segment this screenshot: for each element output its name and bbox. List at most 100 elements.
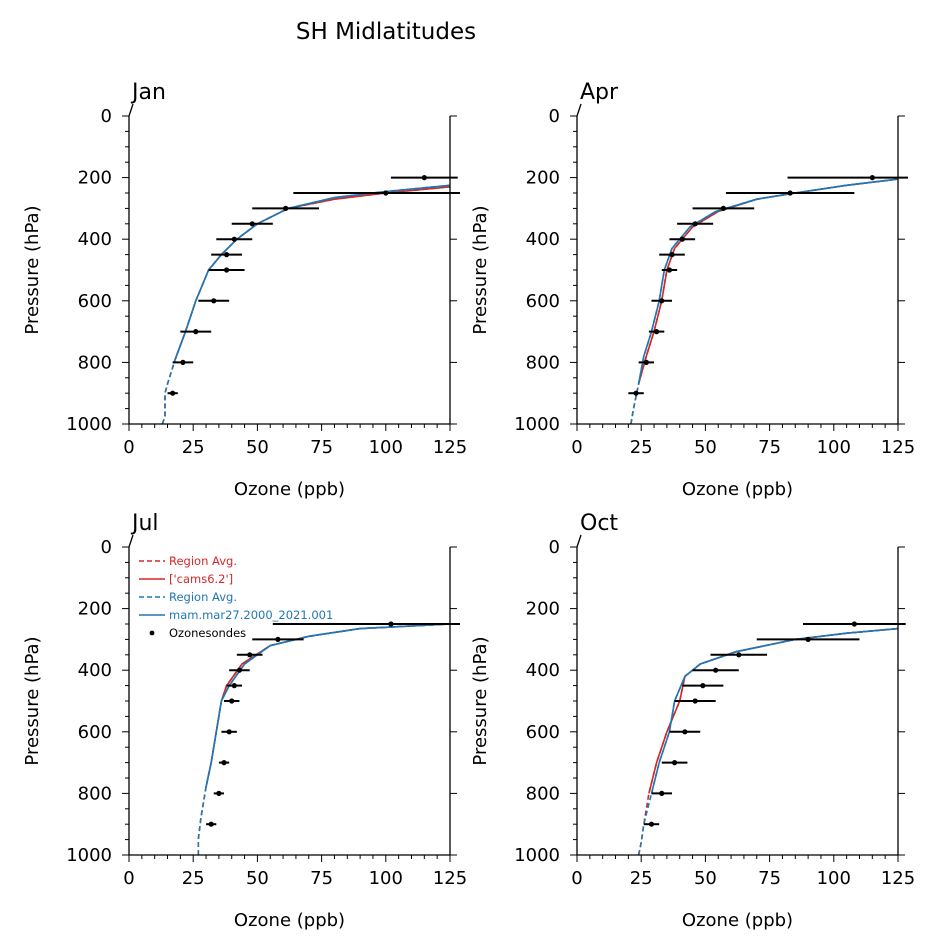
panel-title: Jul [130, 511, 159, 536]
x-tick-label: 75 [310, 868, 333, 889]
y-tick-label: 200 [526, 599, 560, 620]
x-tick-label: 50 [694, 868, 717, 889]
series-line-3 [205, 623, 450, 788]
sonde-point [275, 636, 281, 643]
x-axis-label: Ozone (ppb) [234, 910, 345, 931]
axis-corner [576, 103, 582, 117]
x-tick-label: 50 [246, 868, 269, 889]
sonde-point [713, 667, 719, 673]
y-tick-label: 600 [526, 291, 560, 312]
y-tick-label: 0 [101, 106, 112, 127]
sonde-point [654, 329, 660, 335]
y-tick-label: 1000 [66, 414, 112, 435]
series-line-1 [205, 623, 450, 788]
sonde-point [180, 359, 186, 365]
sonde-point [666, 267, 673, 273]
y-tick-label: 0 [549, 106, 560, 127]
y-tick-label: 0 [549, 537, 560, 558]
series-line-3 [650, 627, 898, 794]
panel-oct: 0 25 50 75 100 125 0 200 400 600 800 1000 Oct Ozone (… [470, 511, 915, 931]
x-tick-label: 25 [182, 437, 205, 458]
series-line-3 [174, 184, 450, 360]
y-tick-label: 200 [78, 599, 112, 620]
x-axis-label: Ozone (ppb) [682, 910, 793, 931]
sonde-point [671, 760, 678, 766]
x-tick-label: 100 [817, 868, 851, 889]
x-tick-label: 50 [246, 437, 269, 458]
sonde-point [669, 252, 675, 258]
y-tick-label: 400 [526, 229, 560, 250]
y-tick-label: 400 [78, 660, 112, 681]
x-tick-label: 125 [433, 868, 467, 889]
sonde-point [787, 190, 793, 196]
sonde-point [700, 683, 706, 689]
series-line-0 [637, 627, 898, 855]
x-tick-label: 25 [630, 868, 653, 889]
sonde-point [692, 698, 698, 704]
series-line-2 [197, 623, 450, 855]
x-tick-label: 0 [123, 437, 134, 458]
y-tick-label: 1000 [514, 414, 560, 435]
legend-label: Ozonesondes [169, 626, 246, 640]
x-tick-label: 50 [694, 437, 717, 458]
x-tick-label: 0 [571, 868, 582, 889]
sonde-point [216, 790, 222, 797]
sonde-point [231, 683, 237, 689]
sonde-point [692, 221, 698, 227]
axis-corner [128, 534, 134, 548]
sonde-point [223, 252, 230, 258]
panel-title: Apr [580, 80, 619, 105]
y-tick-label: 1000 [66, 845, 112, 866]
x-tick-label: 0 [571, 437, 582, 458]
sonde-point [633, 390, 639, 396]
y-axis-label: Pressure (hPa) [22, 636, 43, 765]
x-tick-label: 25 [182, 868, 205, 889]
sonde-point [208, 821, 214, 827]
y-tick-label: 600 [78, 722, 112, 743]
y-tick-label: 600 [78, 291, 112, 312]
sonde-point [421, 175, 427, 181]
sonde-point [648, 821, 655, 827]
panel-apr: 0 25 50 75 100 125 0 200 400 600 800 1000 Apr Ozone (… [470, 80, 915, 500]
x-tick-label: 25 [630, 437, 653, 458]
sonde-point [231, 236, 237, 242]
sonde-point [736, 652, 742, 658]
sonde-point [682, 729, 688, 735]
panel-title: Oct [580, 511, 618, 536]
sonde-point [679, 236, 685, 242]
sonde-point [805, 636, 811, 643]
sonde-point [643, 359, 649, 365]
x-tick-label: 75 [758, 868, 781, 889]
y-axis-label: Pressure (hPa) [22, 205, 43, 334]
y-tick-label: 800 [78, 352, 112, 373]
sonde-point [247, 652, 253, 658]
sonde-point [221, 760, 227, 766]
x-tick-label: 125 [881, 868, 915, 889]
legend-label: Region Avg. [169, 590, 237, 604]
sonde-point [659, 298, 665, 304]
sonde-point [249, 221, 255, 227]
y-tick-label: 200 [526, 168, 560, 189]
x-tick-label: 100 [369, 868, 403, 889]
series-line-0 [161, 186, 450, 424]
axis-corner [576, 534, 582, 548]
x-axis-label: Ozone (ppb) [682, 479, 793, 500]
figure-title: SH Midlatitudes [296, 19, 476, 45]
x-tick-label: 0 [123, 868, 134, 889]
y-tick-label: 400 [526, 660, 560, 681]
y-tick-label: 800 [526, 352, 560, 373]
x-tick-label: 75 [758, 437, 781, 458]
y-tick-label: 600 [526, 722, 560, 743]
legend-sonde-marker [149, 630, 155, 636]
x-tick-label: 75 [310, 437, 333, 458]
y-tick-label: 400 [78, 229, 112, 250]
y-tick-label: 200 [78, 168, 112, 189]
axis-corner [128, 103, 134, 117]
sonde-point [383, 190, 389, 196]
sonde-point [720, 205, 726, 211]
sonde-point [223, 267, 230, 273]
panel-jan: 0 25 50 75 100 125 0 200 400 600 800 1000 Jan Ozone (… [22, 80, 467, 500]
sonde-point [388, 621, 394, 627]
y-tick-label: 0 [101, 537, 112, 558]
